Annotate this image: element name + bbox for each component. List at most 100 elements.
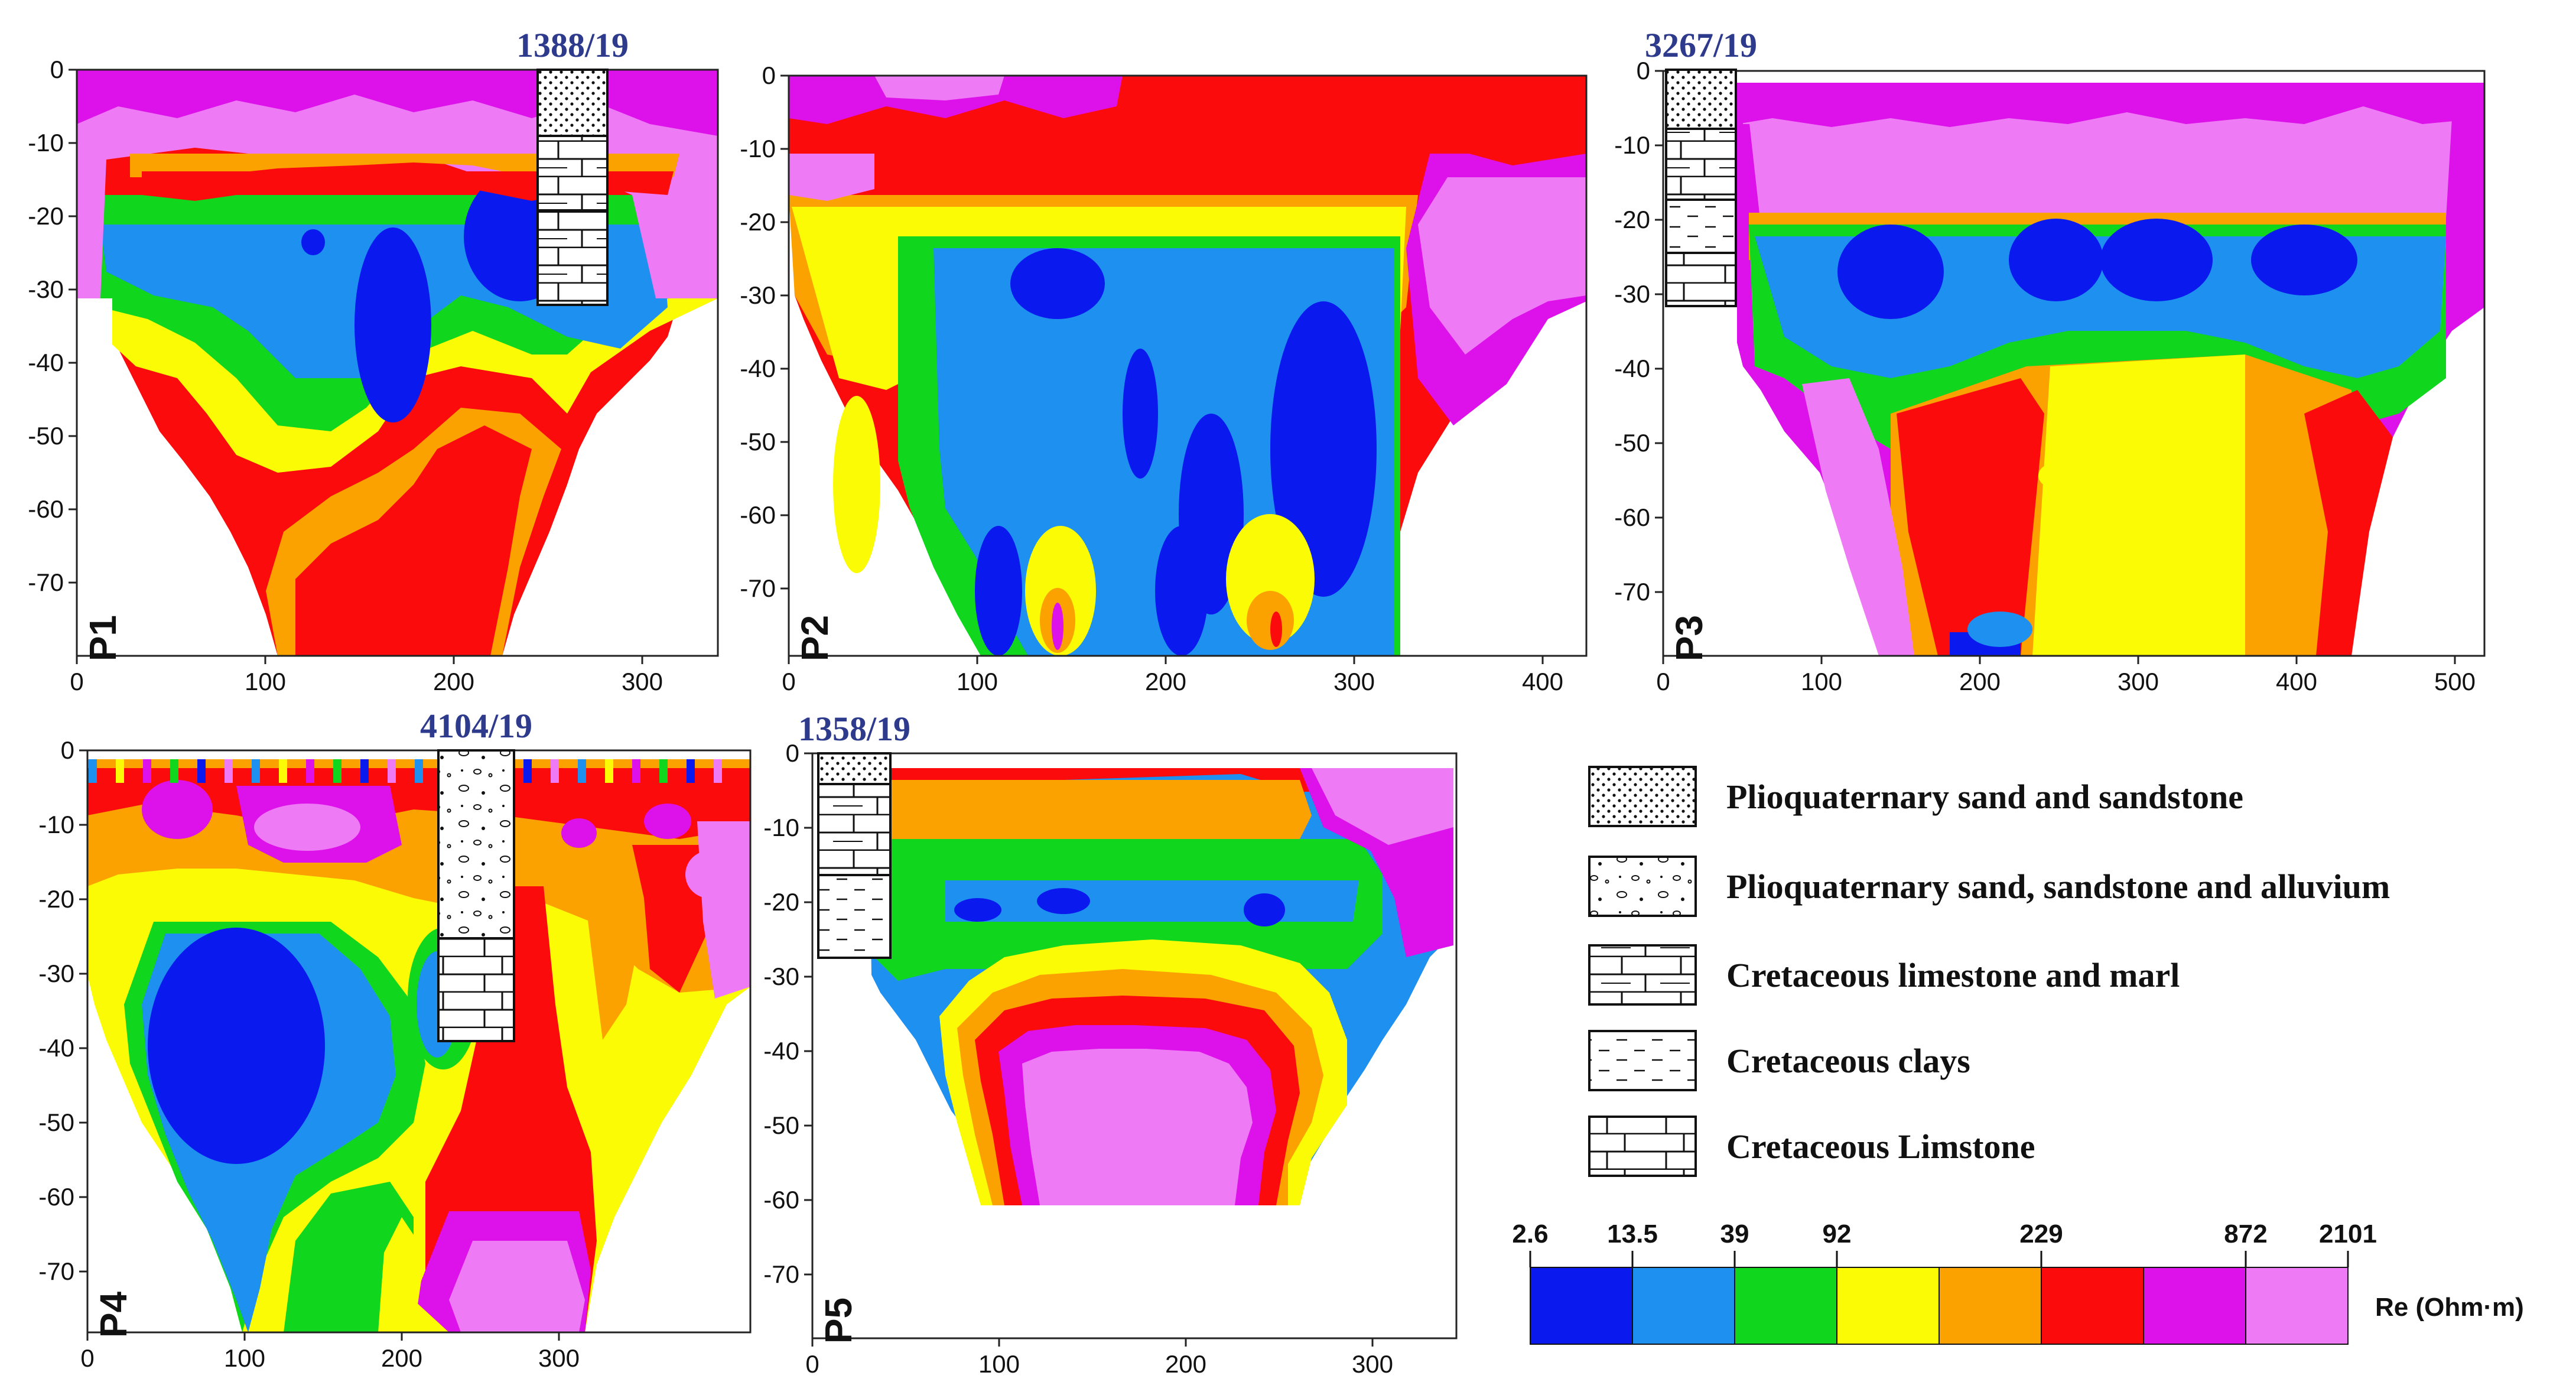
- borehole-log: 4104/19: [420, 707, 532, 1042]
- resistivity-zone: [561, 818, 597, 848]
- legend-label: Plioquaternary sand, sandstone and alluv…: [1726, 867, 2390, 906]
- legend-label: Plioquaternary sand and sandstone: [1726, 778, 2243, 816]
- colorbar-swatch: [1938, 1267, 2042, 1345]
- lithology-column-segment: [817, 752, 892, 785]
- resistivity-zone: [833, 396, 880, 573]
- y-tick-label: -40: [740, 355, 776, 382]
- low-resistivity-zone: [1123, 349, 1158, 479]
- borehole-label: 1388/19: [516, 26, 629, 64]
- legend-swatch-dashes: [1588, 1030, 1697, 1091]
- profile-label: P1: [82, 615, 124, 661]
- colorbar-swatch: [1836, 1267, 1940, 1345]
- profile-label: P2: [793, 615, 836, 661]
- y-tick-label: -60: [1614, 503, 1650, 531]
- y-tick-label: 0: [1637, 57, 1650, 84]
- resistivity-zone: [2304, 390, 2393, 656]
- resistivity-zone: [1052, 603, 1063, 650]
- y-tick-label: -20: [1614, 206, 1650, 233]
- blank-margin: [77, 298, 112, 656]
- x-tick-label: 400: [1522, 668, 1563, 695]
- plot-frame: [811, 752, 1458, 1339]
- x-tick-label: 300: [1352, 1350, 1393, 1378]
- surface-noise-cell: [659, 759, 668, 783]
- resistivity-zone: [2032, 355, 2245, 656]
- borehole-label: 3267/19: [1645, 26, 1757, 64]
- profile-panel-p5: 0 100 200 300 0 -10 -20 -30 -40 -50 -60 -70 P5 1358/1…: [763, 710, 1458, 1378]
- y-tick-label: -30: [740, 281, 776, 309]
- x-tick-label: 100: [957, 668, 998, 695]
- x-tick-label: 0: [782, 668, 795, 695]
- surface-noise-cell: [578, 759, 586, 783]
- colorbar-swatch: [2245, 1267, 2349, 1345]
- resistivity-zone: [1418, 177, 1586, 355]
- resistivity-zone: [1247, 591, 1294, 650]
- y-tick-label: 0: [762, 61, 776, 89]
- colorbar-swatch: [2143, 1267, 2246, 1345]
- resistivity-zone: [1967, 612, 2032, 647]
- low-resistivity-zone: [354, 227, 431, 422]
- lithology-column-segment: [536, 209, 609, 306]
- legend-swatch-dots: [1588, 766, 1697, 827]
- borehole-label: 4104/19: [420, 707, 532, 745]
- x-tick-label: 400: [2276, 668, 2317, 695]
- legend-label: Cretaceous clays: [1726, 1042, 1970, 1080]
- low-resistivity-zone: [148, 928, 325, 1164]
- y-tick-label: -10: [763, 814, 799, 841]
- x-tick-label: 300: [622, 668, 663, 695]
- borehole-log: 1388/19: [516, 26, 629, 306]
- plot-frame: [86, 749, 752, 1334]
- y-tick-label: -60: [38, 1183, 74, 1211]
- x-tick-label: 200: [381, 1344, 422, 1372]
- legend-label: Cretaceous Limstone: [1726, 1127, 2035, 1166]
- borehole-label: 1358/19: [798, 710, 910, 748]
- x-tick-label: 0: [70, 668, 83, 695]
- colorbar-tick-label: 872: [2224, 1220, 2267, 1248]
- borehole-log: 1358/19: [798, 710, 910, 959]
- surface-noise-cell: [360, 759, 369, 783]
- low-resistivity-zone: [2251, 225, 2357, 295]
- y-tick-label: -70: [763, 1260, 799, 1288]
- surface-noise-cell: [225, 759, 233, 783]
- lithology-column-segment: [1665, 252, 1737, 307]
- y-tick-label: 0: [786, 739, 799, 767]
- legend-swatch-pebbles: [1588, 856, 1697, 917]
- colorbar-tick-label: 39: [1720, 1220, 1749, 1248]
- resistivity-zone: [378, 1217, 425, 1332]
- y-tick-label: -20: [38, 885, 74, 913]
- y-tick-label: -50: [740, 428, 776, 456]
- legend-label: Cretaceous limestone and marl: [1726, 956, 2180, 994]
- colorbar-swatch: [1734, 1267, 1837, 1345]
- profile-panel-p4: 0 100 200 300 0 -10 -20 -30 -40 -50 -60 -70 P4 4104/1…: [38, 707, 752, 1372]
- y-tick-label: 0: [61, 736, 74, 764]
- resistivity-zone: [142, 780, 213, 839]
- x-tick-label: 100: [245, 668, 286, 695]
- low-resistivity-zone: [1270, 301, 1377, 597]
- surface-noise-cell: [632, 759, 640, 783]
- low-resistivity-zone: [1010, 248, 1105, 319]
- surface-noise-cell: [279, 759, 287, 783]
- y-tick-label: -50: [1614, 429, 1650, 457]
- colorbar-swatch: [1530, 1267, 1633, 1345]
- x-tick-label: 200: [1145, 668, 1186, 695]
- colorbar-tick-label: 2.6: [1512, 1220, 1548, 1248]
- x-tick-label: 200: [1959, 668, 2001, 695]
- resistivity-zone: [1802, 378, 1914, 656]
- surface-noise-cell: [551, 759, 559, 783]
- low-resistivity-zone: [1155, 526, 1208, 656]
- surface-noise-cell: [333, 759, 341, 783]
- profile-panel-p2: 0 100 200 300 400 0 -10 -20 -30 -40 -50 -60 -70 P2: [740, 61, 1588, 695]
- low-resistivity-zone: [2009, 219, 2103, 301]
- y-tick-label: -30: [38, 960, 74, 987]
- surface-noise-cell: [388, 759, 396, 783]
- surface-noise-cell: [170, 759, 178, 783]
- low-resistivity-zone: [1837, 225, 1944, 319]
- profile-label: P3: [1668, 615, 1710, 661]
- colorbar-tick-label: 92: [1823, 1220, 1852, 1248]
- profile-panel-p1: 0 100 200 300 0 -10 -20 -30 -40 -50 -60 -70 P1 1388/1…: [28, 26, 719, 695]
- y-tick-label: -50: [28, 422, 64, 450]
- low-resistivity-zone: [2100, 219, 2213, 301]
- resistivity-zone: [254, 804, 360, 851]
- x-tick-label: 200: [1165, 1350, 1206, 1378]
- resistivity-zone: [2038, 463, 2074, 489]
